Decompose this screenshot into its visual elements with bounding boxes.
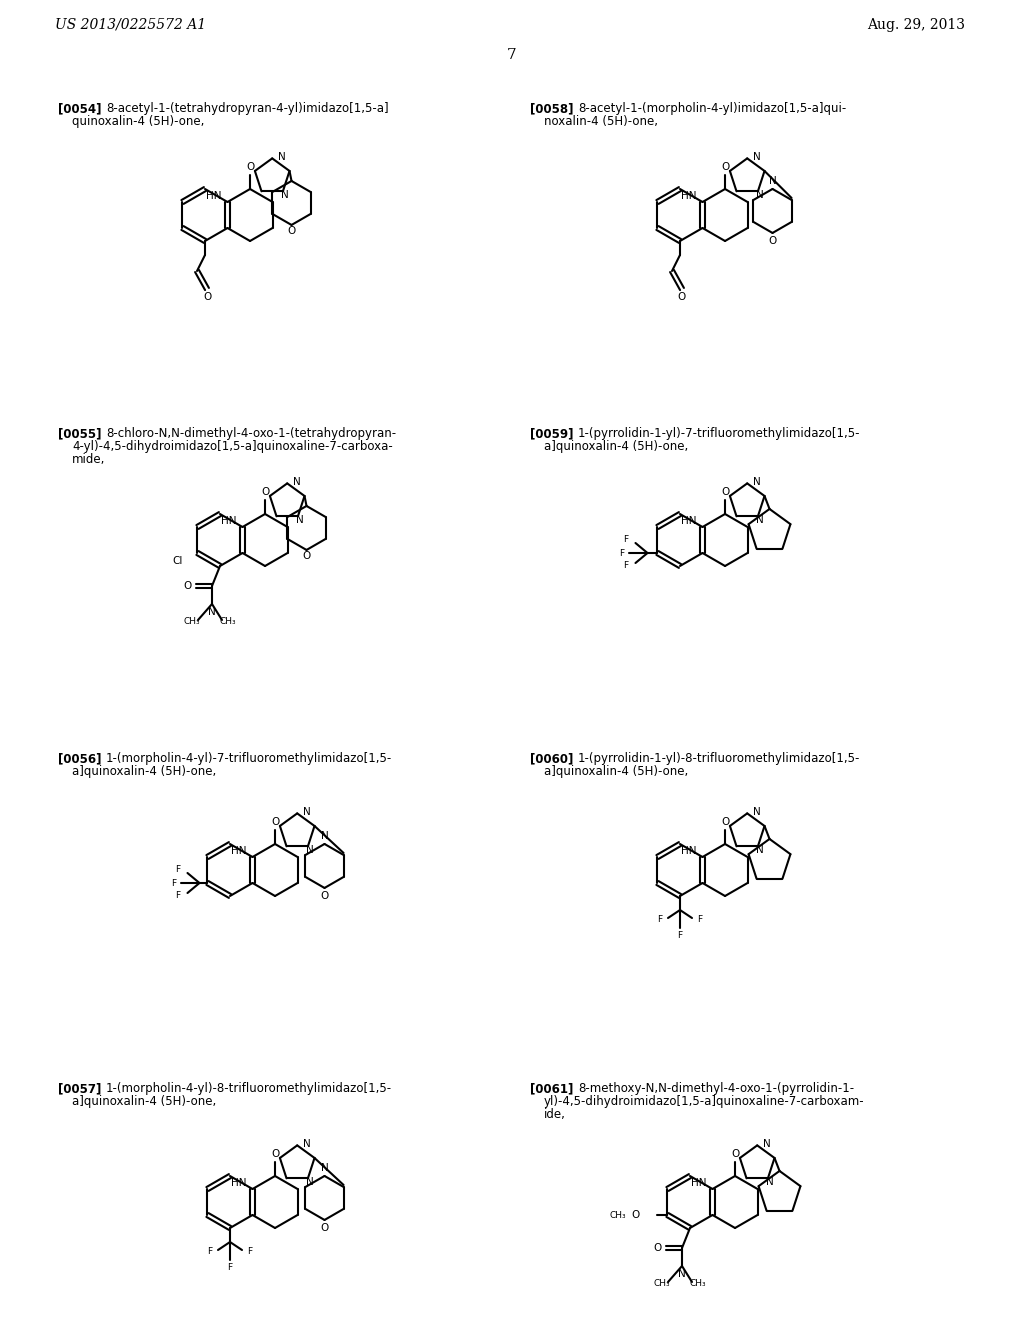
Text: O: O [321, 1222, 329, 1233]
Text: O: O [271, 1148, 280, 1159]
Text: O: O [246, 162, 254, 172]
Text: HN: HN [230, 1177, 246, 1188]
Text: N: N [763, 1139, 771, 1150]
Text: N: N [281, 190, 289, 201]
Text: N: N [306, 845, 313, 855]
Text: mide,: mide, [72, 453, 105, 466]
Text: 8-acetyl-1-(morpholin-4-yl)imidazo[1,5-a]qui-: 8-acetyl-1-(morpholin-4-yl)imidazo[1,5-a… [578, 102, 846, 115]
Text: quinoxalin-4 (5H)-one,: quinoxalin-4 (5H)-one, [72, 115, 205, 128]
Text: [0056]: [0056] [58, 752, 101, 766]
Text: O: O [203, 292, 211, 302]
Text: [0058]: [0058] [530, 102, 573, 115]
Text: Aug. 29, 2013: Aug. 29, 2013 [867, 18, 965, 32]
Text: 8-methoxy-N,N-dimethyl-4-oxo-1-(pyrrolidin-1-: 8-methoxy-N,N-dimethyl-4-oxo-1-(pyrrolid… [578, 1082, 854, 1096]
Text: CH₃: CH₃ [609, 1210, 626, 1220]
Text: 1-(pyrrolidin-1-yl)-7-trifluoromethylimidazo[1,5-: 1-(pyrrolidin-1-yl)-7-trifluoromethylimi… [578, 426, 860, 440]
Text: O: O [654, 1243, 663, 1253]
Text: O: O [184, 581, 193, 591]
Text: F: F [657, 916, 663, 924]
Text: [0059]: [0059] [530, 426, 573, 440]
Text: 1-(morpholin-4-yl)-7-trifluoromethylimidazo[1,5-: 1-(morpholin-4-yl)-7-trifluoromethylimid… [106, 752, 392, 766]
Text: a]quinoxalin-4 (5H)-one,: a]quinoxalin-4 (5H)-one, [72, 766, 216, 777]
Text: O: O [768, 236, 776, 246]
Text: N: N [303, 1139, 311, 1150]
Text: noxalin-4 (5H)-one,: noxalin-4 (5H)-one, [544, 115, 658, 128]
Text: [0057]: [0057] [58, 1082, 101, 1096]
Text: HN: HN [681, 516, 696, 525]
Text: 8-acetyl-1-(tetrahydropyran-4-yl)imidazo[1,5-a]: 8-acetyl-1-(tetrahydropyran-4-yl)imidazo… [106, 102, 389, 115]
Text: N: N [321, 832, 329, 841]
Text: O: O [271, 817, 280, 828]
Text: F: F [171, 879, 176, 887]
Text: F: F [623, 561, 628, 570]
Text: Cl: Cl [172, 556, 182, 566]
Text: 1-(morpholin-4-yl)-8-trifluoromethylimidazo[1,5-: 1-(morpholin-4-yl)-8-trifluoromethylimid… [106, 1082, 392, 1096]
Text: F: F [618, 549, 624, 557]
Text: N: N [756, 190, 764, 201]
Text: F: F [623, 536, 628, 544]
Text: O: O [632, 1210, 640, 1220]
Text: N: N [769, 176, 776, 186]
Text: HN: HN [221, 516, 237, 525]
Text: a]quinoxalin-4 (5H)-one,: a]quinoxalin-4 (5H)-one, [544, 440, 688, 453]
Text: N: N [756, 845, 764, 855]
Text: O: O [721, 487, 729, 498]
Text: N: N [293, 478, 301, 487]
Text: O: O [288, 226, 296, 236]
Text: N: N [321, 1163, 329, 1173]
Text: US 2013/0225572 A1: US 2013/0225572 A1 [55, 18, 206, 32]
Text: HN: HN [206, 191, 221, 201]
Text: O: O [302, 550, 310, 561]
Text: F: F [208, 1247, 213, 1257]
Text: CH₃: CH₃ [220, 618, 237, 627]
Text: CH₃: CH₃ [653, 1279, 671, 1288]
Text: 1-(pyrrolidin-1-yl)-8-trifluoromethylimidazo[1,5-: 1-(pyrrolidin-1-yl)-8-trifluoromethylimi… [578, 752, 860, 766]
Text: F: F [697, 916, 702, 924]
Text: N: N [678, 1269, 686, 1279]
Text: a]quinoxalin-4 (5H)-one,: a]quinoxalin-4 (5H)-one, [72, 1096, 216, 1107]
Text: N: N [208, 607, 216, 616]
Text: N: N [766, 1177, 774, 1187]
Text: N: N [303, 808, 311, 817]
Text: HN: HN [691, 1177, 707, 1188]
Text: HN: HN [681, 191, 696, 201]
Text: N: N [279, 152, 286, 162]
Text: HN: HN [230, 846, 246, 855]
Text: O: O [261, 487, 269, 498]
Text: yl)-4,5-dihydroimidazo[1,5-a]quinoxaline-7-carboxam-: yl)-4,5-dihydroimidazo[1,5-a]quinoxaline… [544, 1096, 864, 1107]
Text: N: N [754, 478, 761, 487]
Text: F: F [678, 932, 683, 940]
Text: F: F [175, 866, 180, 874]
Text: CH₃: CH₃ [690, 1279, 707, 1288]
Text: CH₃: CH₃ [183, 618, 201, 627]
Text: 7: 7 [507, 48, 517, 62]
Text: O: O [721, 817, 729, 828]
Text: ide,: ide, [544, 1107, 566, 1121]
Text: [0061]: [0061] [530, 1082, 573, 1096]
Text: F: F [227, 1263, 232, 1272]
Text: HN: HN [681, 846, 696, 855]
Text: N: N [306, 1177, 313, 1187]
Text: N: N [756, 515, 764, 525]
Text: a]quinoxalin-4 (5H)-one,: a]quinoxalin-4 (5H)-one, [544, 766, 688, 777]
Text: N: N [754, 152, 761, 162]
Text: [0055]: [0055] [58, 426, 101, 440]
Text: F: F [175, 891, 180, 900]
Text: N: N [296, 515, 304, 525]
Text: 4-yl)-4,5-dihydroimidazo[1,5-a]quinoxaline-7-carboxa-: 4-yl)-4,5-dihydroimidazo[1,5-a]quinoxali… [72, 440, 393, 453]
Text: N: N [754, 808, 761, 817]
Text: O: O [321, 891, 329, 902]
Text: F: F [248, 1247, 253, 1257]
Text: [0060]: [0060] [530, 752, 573, 766]
Text: O: O [721, 162, 729, 172]
Text: O: O [678, 292, 686, 302]
Text: [0054]: [0054] [58, 102, 101, 115]
Text: 8-chloro-N,N-dimethyl-4-oxo-1-(tetrahydropyran-: 8-chloro-N,N-dimethyl-4-oxo-1-(tetrahydr… [106, 426, 396, 440]
Text: O: O [731, 1148, 739, 1159]
